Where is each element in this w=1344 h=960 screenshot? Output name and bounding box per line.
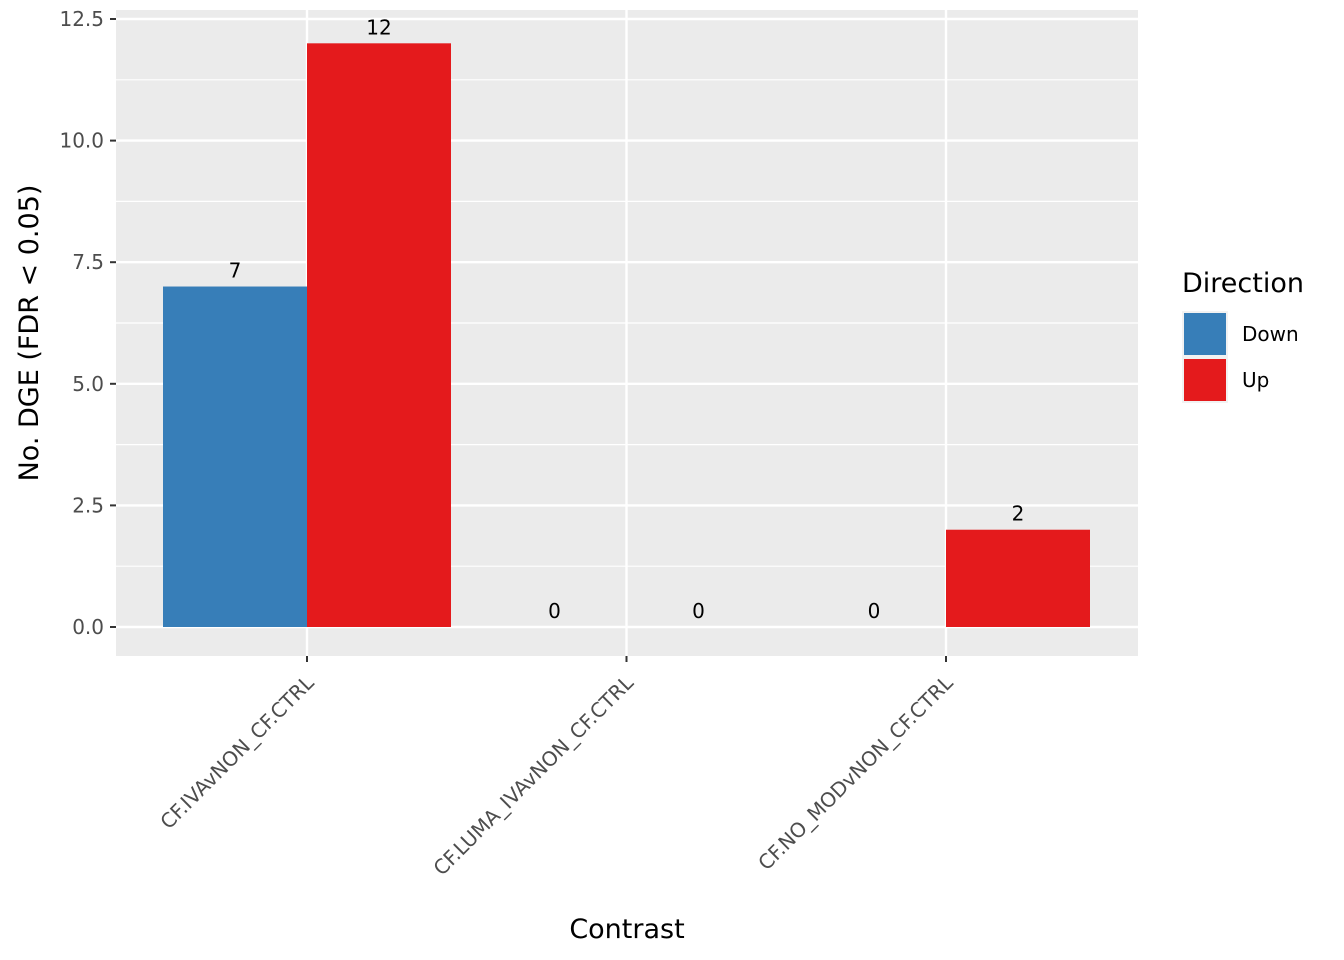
- y-tick-label: 12.5: [59, 7, 104, 31]
- data-label: 7: [229, 259, 242, 283]
- legend-swatch-up: [1184, 359, 1226, 401]
- data-labels: 7 12 0 0 0 2: [229, 15, 1025, 623]
- y-tick-label: 10.0: [59, 129, 104, 153]
- y-tick-label: 0.0: [72, 615, 104, 639]
- x-tick-label: CF.IVAvNON_CF.CTRL: [155, 670, 319, 834]
- x-axis-title: Contrast: [569, 914, 684, 945]
- y-tick-label: 2.5: [72, 493, 104, 517]
- y-axis: 0.0 2.5 5.0 7.5 10.0 12.5: [59, 7, 116, 639]
- legend-swatch-down: [1184, 313, 1226, 355]
- bar-up: [946, 529, 1090, 627]
- data-label: 12: [366, 15, 391, 39]
- legend-label: Up: [1242, 368, 1269, 392]
- x-tick-label: CF.NO_MODvNON_CF.CTRL: [753, 670, 958, 875]
- bar-up: [307, 43, 451, 627]
- x-axis: CF.IVAvNON_CF.CTRL CF.LUMA_IVAvNON_CF.CTR…: [155, 656, 958, 880]
- y-axis-title: No. DGE (FDR < 0.05): [14, 185, 45, 482]
- legend: Direction Down Up: [1182, 268, 1304, 403]
- data-label: 2: [1012, 502, 1025, 526]
- y-tick-label: 5.0: [72, 372, 104, 396]
- legend-label: Down: [1242, 322, 1299, 346]
- x-tick-label: CF.LUMA_IVAvNON_CF.CTRL: [428, 670, 638, 880]
- legend-title: Direction: [1182, 268, 1304, 299]
- y-tick-label: 7.5: [72, 250, 104, 274]
- bars: [163, 43, 1090, 627]
- data-label: 0: [548, 599, 561, 623]
- data-label: 0: [868, 599, 881, 623]
- bar-down: [163, 286, 307, 627]
- data-label: 0: [692, 599, 705, 623]
